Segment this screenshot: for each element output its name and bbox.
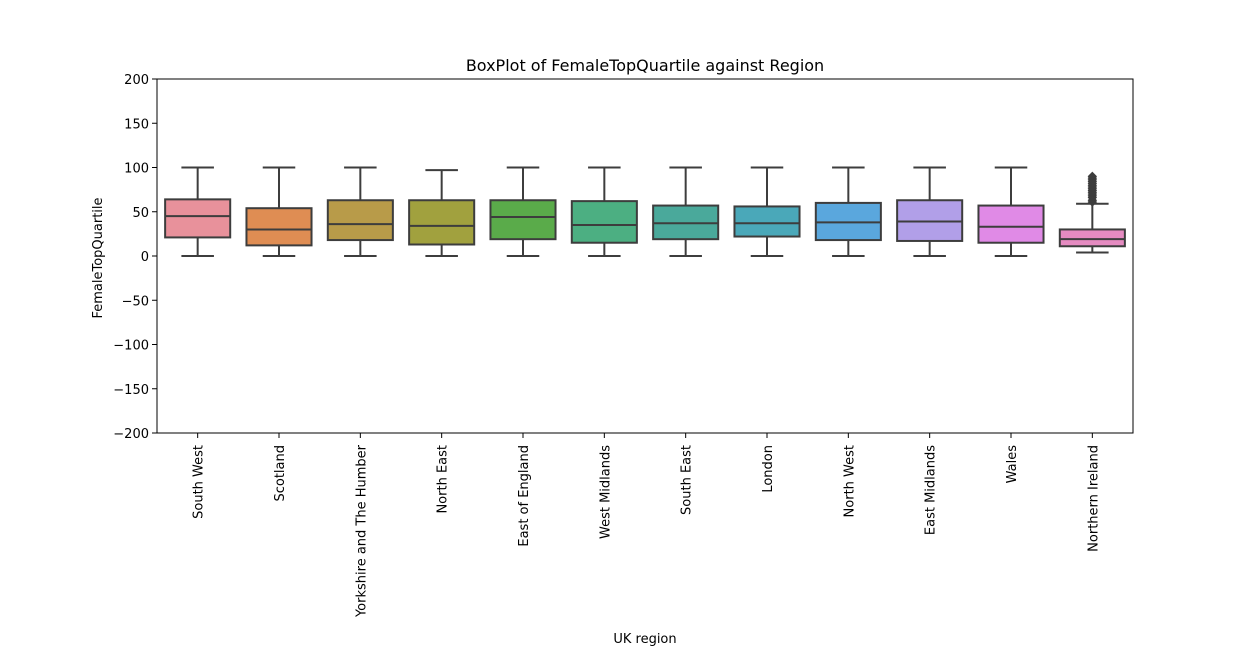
x-tick-label: London <box>761 445 776 493</box>
box-west-midlands <box>570 200 638 244</box>
x-axis-label: UK region <box>613 632 676 647</box>
x-tick-label: South East <box>680 445 695 515</box>
x-tick-label: North West <box>842 445 857 517</box>
box-london <box>733 205 801 238</box>
x-tick-label: East Midlands <box>924 445 939 535</box>
x-tick-label: North East <box>436 445 451 514</box>
y-tick-label: −150 <box>113 383 149 398</box>
box-yorkshire-and-the-humber <box>326 199 394 242</box>
x-tick-label: West Midlands <box>598 445 613 539</box>
y-tick-label: −200 <box>113 427 149 442</box>
chart-title: BoxPlot of FemaleTopQuartile against Reg… <box>466 56 824 75</box>
box-scotland <box>245 207 313 247</box>
box-north-east <box>408 199 476 246</box>
y-tick-label: −100 <box>113 339 149 354</box>
x-tick-label: Northern Ireland <box>1086 445 1101 552</box>
y-tick-label: 50 <box>132 206 149 221</box>
box-east-of-england <box>489 199 557 241</box>
y-tick-label: 0 <box>141 250 149 265</box>
y-axis-label: FemaleTopQuartile <box>91 197 106 318</box>
box-south-west <box>164 198 232 239</box>
y-tick-label: 150 <box>124 117 149 132</box>
y-tick-label: 100 <box>124 162 149 177</box>
box-northern-ireland <box>1058 228 1126 248</box>
plot-area: −200 −150 −100 −50 0 50 100 150 200 South West Sco… <box>113 73 1134 618</box>
x-tick-label: East of England <box>517 445 532 547</box>
outlier-point <box>1087 171 1098 182</box>
x-tick-label: Yorkshire and The Humber <box>354 444 369 618</box>
x-tick-label: Scotland <box>273 445 288 502</box>
y-tick-label: 200 <box>124 73 149 88</box>
plot-frame <box>156 78 1134 434</box>
x-tick-label: South West <box>192 445 207 519</box>
x-tick-label: Wales <box>1005 445 1020 484</box>
y-tick-label: −50 <box>122 294 149 309</box>
box-wales <box>977 204 1045 244</box>
